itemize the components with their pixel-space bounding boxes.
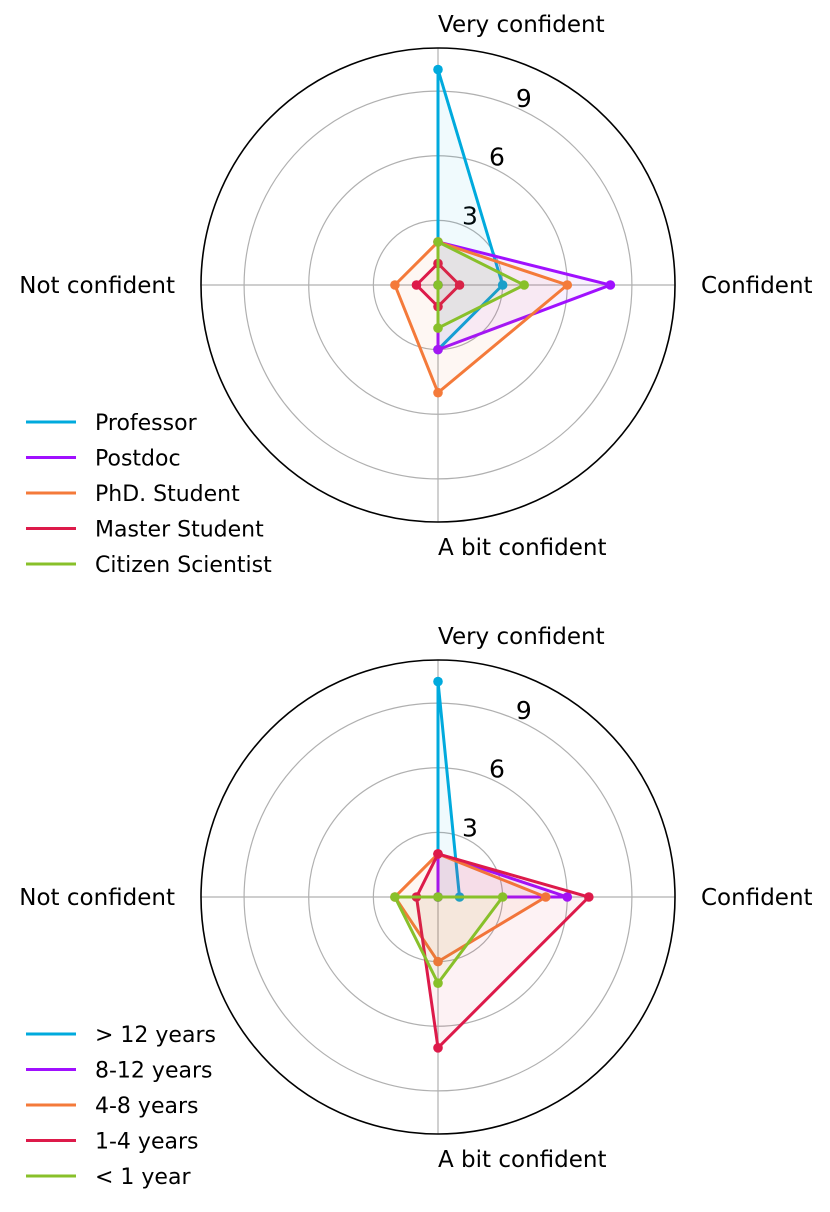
axis-label: Confident [701, 885, 813, 911]
legend-entry: 8-12 years [95, 1059, 212, 1084]
data-point [433, 237, 443, 247]
legend-entry: Professor [95, 411, 198, 436]
data-point [540, 892, 551, 902]
data-point [433, 978, 443, 988]
data-point [433, 849, 443, 859]
radial-tick-label: 6 [489, 143, 505, 172]
legend-entry: > 12 years [95, 1023, 216, 1048]
data-point [433, 892, 443, 902]
data-point [433, 1043, 443, 1053]
data-point [605, 280, 616, 290]
legend-entry: Citizen Scientist [95, 553, 272, 578]
data-point [433, 387, 443, 398]
data-point [433, 676, 443, 687]
data-point [562, 892, 573, 902]
radial-tick-label: 3 [462, 813, 478, 842]
data-point [433, 323, 443, 333]
data-point [497, 280, 508, 290]
data-point [433, 956, 443, 967]
legend: Professor Postdoc PhD. Student Master Stude… [26, 411, 272, 578]
axis-label: Not confident [19, 273, 175, 299]
axis-label: Very confident [438, 624, 605, 650]
legend-entry: Master Student [95, 518, 264, 543]
axis-label: Very confident [438, 12, 605, 38]
axis-label: A bit confident [438, 1147, 607, 1173]
data-point [433, 344, 443, 355]
data-point [390, 892, 400, 902]
data-point [390, 280, 400, 290]
legend-entry: < 1 year [95, 1165, 191, 1190]
outer-frame [200, 47, 676, 523]
data-point [519, 280, 529, 290]
radial-tick-label: 9 [516, 84, 532, 113]
data-point [584, 892, 594, 902]
axis-label: Confident [701, 273, 813, 299]
legend-entry: 4-8 years [95, 1094, 198, 1119]
data-point [411, 280, 422, 290]
data-point [454, 280, 465, 290]
radar-chart-2: 36 9 Very confident Confident A bit confiden… [19, 624, 812, 1190]
data-point [433, 280, 443, 290]
radial-tick-label: 6 [489, 755, 505, 784]
outer-frame [200, 659, 676, 1135]
data-point [497, 892, 508, 902]
axis-label: A bit confident [438, 535, 607, 561]
data-point [562, 280, 573, 290]
legend-entry: 1-4 years [95, 1130, 198, 1155]
radial-tick-label: 9 [516, 696, 532, 725]
legend-entry: PhD. Student [95, 482, 240, 507]
axis-label: Not confident [19, 885, 175, 911]
legend-entry: Postdoc [95, 447, 181, 472]
data-point [433, 64, 443, 75]
legend: > 12 years 8-12 years 4-8 years 1-4 years < … [26, 1023, 216, 1190]
radial-tick-label: 3 [462, 201, 478, 230]
radar-chart-1: 36 9 Very confident Confident A bit confiden… [19, 12, 812, 578]
